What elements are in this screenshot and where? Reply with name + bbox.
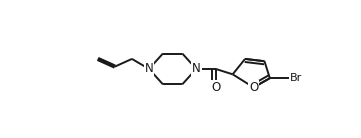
Text: Br: Br [290, 73, 302, 83]
Text: O: O [249, 81, 258, 94]
Text: O: O [211, 81, 220, 94]
Text: N: N [145, 62, 153, 75]
Text: N: N [192, 62, 201, 75]
